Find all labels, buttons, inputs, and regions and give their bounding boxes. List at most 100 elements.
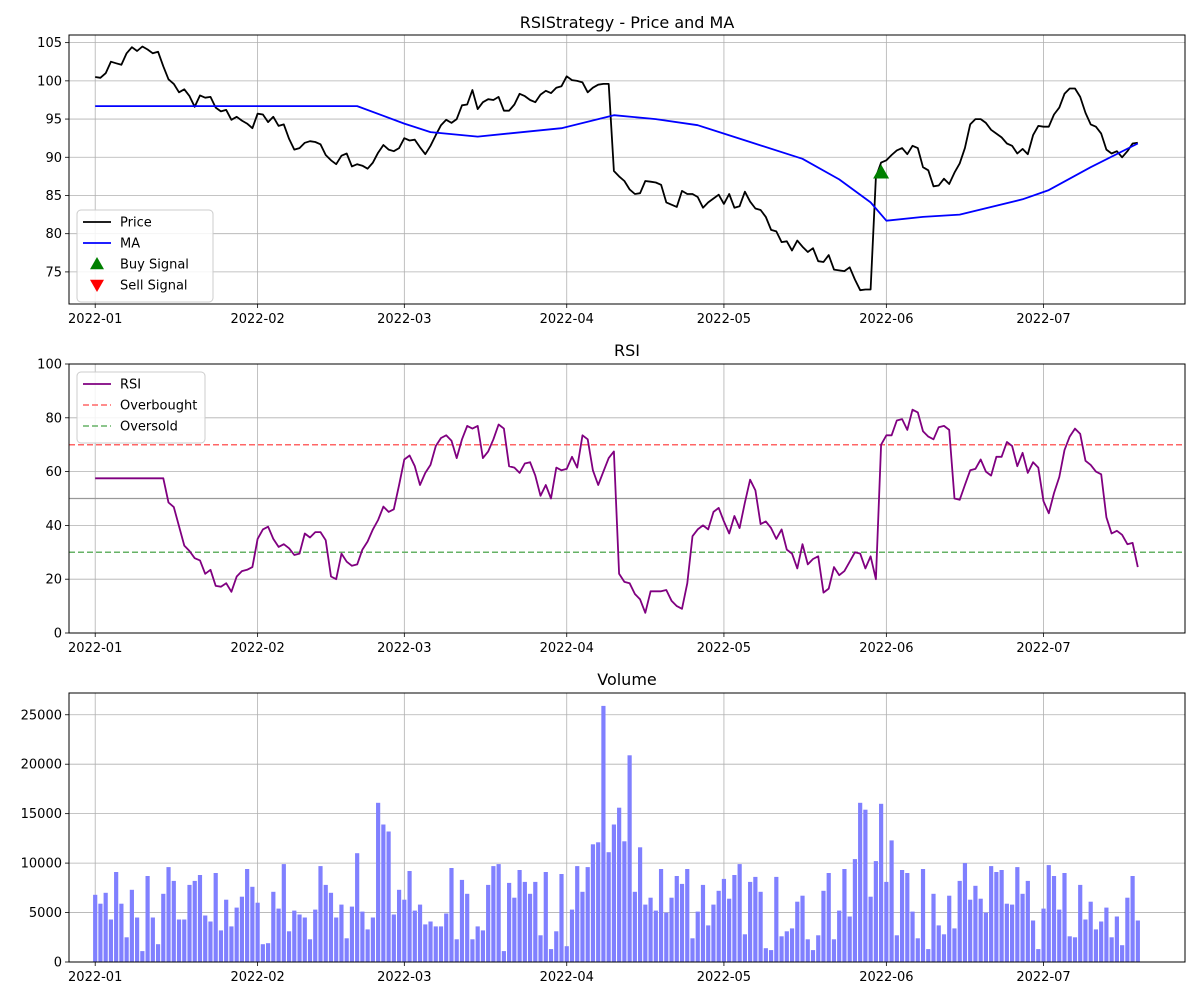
volume-bar — [93, 894, 98, 963]
volume-bar — [606, 852, 611, 962]
rsi-ytick-label: 80 — [45, 411, 62, 426]
volume-bar — [1125, 897, 1130, 962]
volume-bar — [98, 903, 103, 962]
volume-bar — [239, 896, 244, 962]
volume-bar — [1030, 920, 1036, 962]
price-xtick-label: 2022-01 — [68, 312, 122, 327]
rsi-xtick-label: 2022-03 — [377, 641, 431, 656]
volume-bar — [837, 910, 842, 962]
volume-bar — [276, 908, 281, 962]
volume-bar — [805, 939, 810, 962]
volume-bar — [208, 921, 213, 962]
volume-bar — [931, 893, 936, 962]
volume-bar — [386, 831, 391, 962]
volume-bar — [941, 934, 947, 962]
volume-bar — [334, 917, 339, 962]
volume-bar — [527, 893, 533, 962]
volume-bar — [695, 911, 700, 962]
volume-bar — [470, 939, 475, 962]
volume-bar — [124, 937, 129, 962]
volume-ytick-label: 20000 — [21, 758, 62, 773]
volume-bar — [873, 861, 878, 962]
price-legend-swatch-buy-signal — [90, 257, 104, 270]
volume-bar — [313, 909, 318, 962]
volume-bar — [989, 866, 994, 962]
price-legend: Price MA Buy Signal Sell Signal — [76, 209, 214, 303]
price-ytick-label: 95 — [45, 113, 62, 128]
volume-bar — [218, 930, 224, 962]
rsi-legend-box — [76, 371, 206, 444]
price-ytick-label: 75 — [45, 265, 62, 280]
volume-bar — [381, 824, 386, 962]
volume-bar — [601, 705, 606, 962]
volume-bar — [810, 950, 816, 962]
volume-bar — [627, 755, 632, 962]
volume-bar — [653, 910, 658, 962]
volume-bar — [575, 866, 580, 962]
volume-bar — [355, 853, 360, 962]
volume-bar — [187, 884, 192, 962]
volume-bar — [323, 884, 328, 962]
volume-bar — [889, 840, 894, 962]
volume-bar — [512, 897, 517, 962]
volume-bar — [638, 847, 643, 962]
rsi-legend: RSI Overbought Oversold — [76, 371, 206, 444]
volume-bar — [658, 869, 664, 962]
volume-bar — [585, 867, 590, 962]
rsi-panel-title: RSI — [614, 341, 640, 360]
rsi-panel: RSI 2022-01 2022-02 2022-03 2022-04 2022-05 2… — [37, 341, 1186, 656]
volume-xtick-label: 2022-06 — [859, 970, 913, 985]
volume-bar — [344, 938, 349, 962]
volume-bar — [711, 904, 716, 962]
price-xtick-label: 2022-06 — [859, 312, 913, 327]
volume-bar — [706, 925, 711, 962]
price-ytick-label: 80 — [45, 227, 62, 242]
volume-bar — [1041, 908, 1046, 962]
volume-bar — [1135, 920, 1140, 962]
volume-bar — [554, 931, 559, 962]
volume-ytick-label: 10000 — [21, 857, 62, 872]
rsi-ytick-label: 20 — [45, 573, 62, 588]
volume-bar — [197, 875, 203, 962]
volume-bar — [863, 809, 868, 962]
volume-xtick-label: 2022-02 — [230, 970, 284, 985]
volume-bar — [1093, 929, 1099, 962]
volume-bar — [742, 934, 747, 962]
volume-bar — [1078, 884, 1083, 962]
volume-bar — [1104, 907, 1109, 962]
volume-bar — [135, 917, 140, 962]
price-legend-label-ma: MA — [120, 237, 140, 252]
volume-bar — [994, 872, 999, 962]
rsi-xtick-label: 2022-02 — [230, 641, 284, 656]
volume-bar — [475, 926, 480, 962]
buy-signal-marker — [873, 164, 890, 179]
rsi-ytick-label: 40 — [45, 519, 62, 534]
volume-bar — [1120, 945, 1125, 962]
price-legend-box — [76, 209, 214, 303]
volume-bar — [266, 943, 271, 962]
price-xtick-label: 2022-04 — [540, 312, 594, 327]
volume-panel-title: Volume — [597, 670, 657, 689]
volume-bar — [1046, 865, 1051, 962]
rsi-ytick-label: 60 — [45, 465, 62, 480]
volume-bar — [858, 802, 863, 962]
price-legend-label-sell-signal: Sell Signal — [120, 279, 188, 294]
volume-bar — [962, 863, 968, 962]
volume-bar — [968, 899, 973, 962]
volume-bar — [260, 944, 265, 962]
volume-bar — [423, 924, 428, 962]
volume-bar — [1036, 949, 1041, 962]
volume-xtick-label: 2022-07 — [1016, 970, 1070, 985]
volume-bar — [1130, 876, 1135, 962]
volume-bar — [826, 873, 831, 962]
volume-bar — [1051, 876, 1057, 962]
volume-bar — [234, 907, 239, 962]
price-xtick-label: 2022-02 — [230, 312, 284, 327]
volume-bar — [1083, 919, 1088, 962]
volume-bar — [648, 897, 653, 962]
rsi-series-rsi — [95, 408, 1139, 614]
volume-bar — [847, 916, 852, 962]
volume-ytick-label: 25000 — [21, 708, 62, 723]
volume-bar — [774, 876, 779, 962]
volume-bar — [868, 896, 873, 962]
